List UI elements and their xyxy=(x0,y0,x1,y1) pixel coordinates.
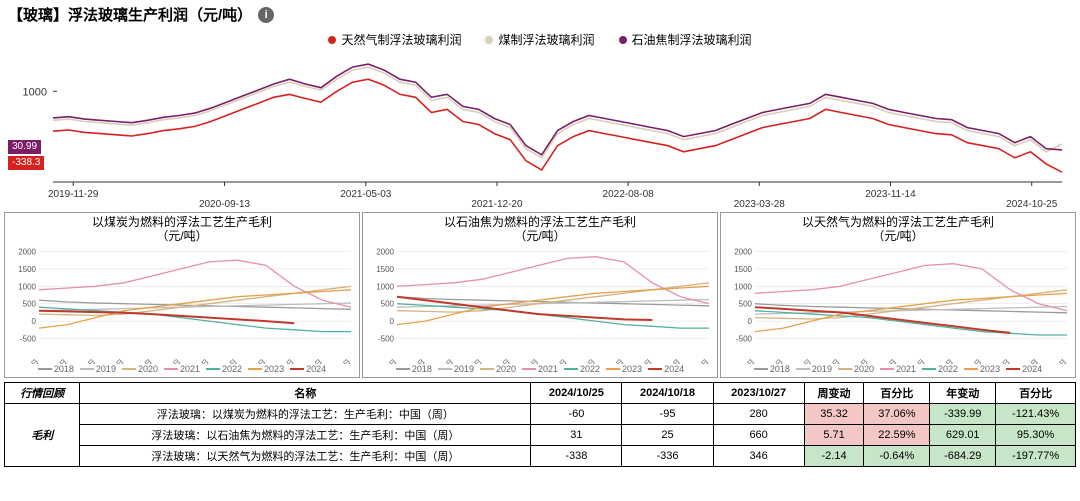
svg-text:1500: 1500 xyxy=(18,265,36,274)
svg-text:0: 0 xyxy=(32,317,37,326)
table-row: 浮法玻璃：以天然气为燃料的浮法工艺：生产毛利：中国（周）-338-336346-… xyxy=(5,446,1076,467)
sub-chart: 以煤炭为燃料的浮法工艺生产毛利（元/吨） -500 0 500 1000 1500 2000… xyxy=(4,212,360,378)
svg-text:2019-11-29: 2019-11-29 xyxy=(48,189,99,200)
value-tag: 30.99 xyxy=(8,140,41,154)
svg-text:2000: 2000 xyxy=(18,247,36,256)
table-cell: 25 xyxy=(622,425,713,446)
main-chart: 1000 2019-11-29 2020-09-13 2021-05-03 2021-1… xyxy=(8,50,1072,210)
table-cell: -197.77% xyxy=(996,446,1076,467)
table-column-header: 年变动 xyxy=(930,383,996,404)
svg-text:1000: 1000 xyxy=(376,282,394,291)
sub-chart-title: 以石油焦为燃料的浮法工艺生产毛利（元/吨） xyxy=(365,215,715,244)
table-cell: 22.59% xyxy=(864,425,930,446)
sub-chart-svg: -50005001000150020001月1日2月1日3月1日4月1日5月1日… xyxy=(723,244,1073,364)
sub-chart-legend: 2018201920202021202220232024 xyxy=(7,364,357,376)
main-chart-legend: 天然气制浮法玻璃利润 煤制浮法玻璃利润 石油焦制浮法玻璃利润 xyxy=(0,29,1080,50)
sub-chart-legend: 2018201920202021202220232024 xyxy=(365,364,715,376)
svg-text:1500: 1500 xyxy=(734,265,752,274)
table-cell: -2.14 xyxy=(804,446,864,467)
table-cell: 629.01 xyxy=(930,425,996,446)
value-tag: -338.3 xyxy=(8,156,44,170)
svg-text:-500: -500 xyxy=(736,334,753,343)
table-cell: 35.32 xyxy=(804,404,864,425)
table-row: 浮法玻璃：以石油焦为燃料的浮法工艺：生产毛利：中国（周）31256605.712… xyxy=(5,425,1076,446)
table-cell: 95.30% xyxy=(996,425,1076,446)
svg-text:1500: 1500 xyxy=(376,265,394,274)
svg-text:500: 500 xyxy=(739,299,753,308)
table-cell: -60 xyxy=(531,404,622,425)
svg-text:1000: 1000 xyxy=(23,86,47,98)
table-name-cell: 浮法玻璃：以天然气为燃料的浮法工艺：生产毛利：中国（周） xyxy=(80,446,531,467)
sub-chart: 以天然气为燃料的浮法工艺生产毛利（元/吨） -500 0 500 1000 1500 200… xyxy=(720,212,1076,378)
sub-chart-svg: -50005001000150020001月1日2月1日3月1日4月1日5月1日… xyxy=(365,244,715,364)
page-title: 【玻璃】浮法玻璃生产利润（元/吨） xyxy=(8,4,252,25)
summary-table: 行情回顾名称2024/10/252024/10/182023/10/27周变动百… xyxy=(4,382,1076,467)
legend-label: 石油焦制浮法玻璃利润 xyxy=(632,31,752,48)
svg-text:-500: -500 xyxy=(20,334,37,343)
legend-dot xyxy=(619,36,627,44)
table-cell: -684.29 xyxy=(930,446,996,467)
legend-item[interactable]: 石油焦制浮法玻璃利润 xyxy=(619,31,752,48)
sub-chart-title: 以煤炭为燃料的浮法工艺生产毛利（元/吨） xyxy=(7,215,357,244)
legend-item[interactable]: 天然气制浮法玻璃利润 xyxy=(328,31,461,48)
svg-text:2021-12-20: 2021-12-20 xyxy=(471,199,523,210)
sub-chart-legend: 2018201920202021202220232024 xyxy=(723,364,1073,376)
table-cell: 280 xyxy=(713,404,804,425)
sub-chart-svg: -50005001000150020001月1日2月1日3月1日4月1日5月1日… xyxy=(7,244,357,364)
table-cell: -121.43% xyxy=(996,404,1076,425)
svg-text:2023-03-28: 2023-03-28 xyxy=(734,199,786,210)
table-column-header: 2024/10/18 xyxy=(622,383,713,404)
table-name-cell: 浮法玻璃：以石油焦为燃料的浮法工艺：生产毛利：中国（周） xyxy=(80,425,531,446)
table-cell: -0.64% xyxy=(864,446,930,467)
table-cell: 37.06% xyxy=(864,404,930,425)
table-column-header: 百分比 xyxy=(864,383,930,404)
table-cell: -336 xyxy=(622,446,713,467)
table-column-header: 名称 xyxy=(80,383,531,404)
table-cell: 346 xyxy=(713,446,804,467)
table-rowgroup: 毛利 xyxy=(5,404,80,467)
table-cell: 5.71 xyxy=(804,425,864,446)
svg-text:1000: 1000 xyxy=(18,282,36,291)
table-name-cell: 浮法玻璃：以煤炭为燃料的浮法工艺：生产毛利：中国（周） xyxy=(80,404,531,425)
svg-text:-500: -500 xyxy=(378,334,395,343)
legend-dot xyxy=(328,36,336,44)
svg-text:1000: 1000 xyxy=(734,282,752,291)
sub-charts-row: 以煤炭为燃料的浮法工艺生产毛利（元/吨） -500 0 500 1000 1500 2000… xyxy=(4,212,1076,378)
svg-text:2020-09-13: 2020-09-13 xyxy=(199,199,251,210)
table-column-header: 周变动 xyxy=(804,383,864,404)
svg-text:2000: 2000 xyxy=(734,247,752,256)
svg-text:2023-11-14: 2023-11-14 xyxy=(865,189,916,200)
table-column-header: 百分比 xyxy=(996,383,1076,404)
legend-label: 天然气制浮法玻璃利润 xyxy=(341,31,461,48)
svg-text:2024-10-25: 2024-10-25 xyxy=(1006,199,1058,210)
table-cell: -338 xyxy=(531,446,622,467)
svg-text:500: 500 xyxy=(23,299,37,308)
svg-text:2000: 2000 xyxy=(376,247,394,256)
sub-chart: 以石油焦为燃料的浮法工艺生产毛利（元/吨） -500 0 500 1000 1500 200… xyxy=(362,212,718,378)
legend-item[interactable]: 煤制浮法玻璃利润 xyxy=(485,31,594,48)
table-column-header: 2024/10/25 xyxy=(531,383,622,404)
table-section-header: 行情回顾 xyxy=(5,383,80,404)
svg-text:2022-08-08: 2022-08-08 xyxy=(603,189,655,200)
table-row: 毛利浮法玻璃：以煤炭为燃料的浮法工艺：生产毛利：中国（周）-60-9528035… xyxy=(5,404,1076,425)
sub-chart-title: 以天然气为燃料的浮法工艺生产毛利（元/吨） xyxy=(723,215,1073,244)
info-icon[interactable]: i xyxy=(258,7,274,23)
svg-text:500: 500 xyxy=(381,299,395,308)
table-column-header: 2023/10/27 xyxy=(713,383,804,404)
svg-text:0: 0 xyxy=(748,317,753,326)
page-title-row: 【玻璃】浮法玻璃生产利润（元/吨） i xyxy=(0,0,1080,29)
table-cell: -339.99 xyxy=(930,404,996,425)
table-cell: 31 xyxy=(531,425,622,446)
table-cell: -95 xyxy=(622,404,713,425)
svg-text:0: 0 xyxy=(390,317,395,326)
table-cell: 660 xyxy=(713,425,804,446)
main-chart-svg: 1000 2019-11-29 2020-09-13 2021-05-03 2021-1… xyxy=(8,50,1072,210)
svg-text:2021-05-03: 2021-05-03 xyxy=(340,189,392,200)
legend-dot xyxy=(485,36,493,44)
legend-label: 煤制浮法玻璃利润 xyxy=(498,31,594,48)
